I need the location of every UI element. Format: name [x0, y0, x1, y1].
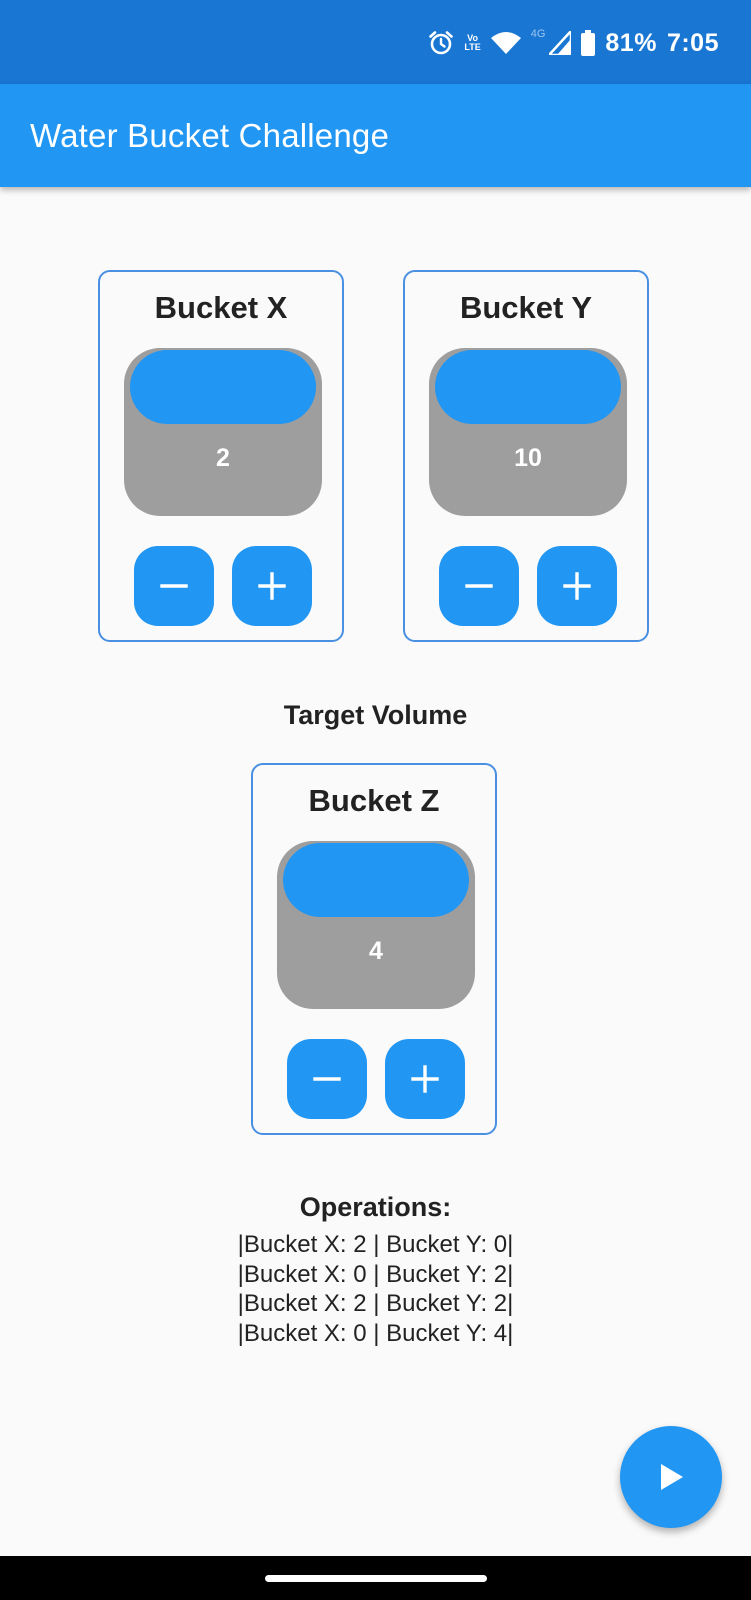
battery-icon [581, 30, 596, 56]
battery-percent: 81% [605, 28, 657, 57]
plus-icon [563, 572, 591, 600]
bucket-y-title: Bucket Y [459, 290, 593, 325]
operation-item: |Bucket X: 2 | Bucket Y: 0| [237, 1231, 514, 1258]
alarm-icon [429, 31, 454, 55]
bucket-x-water [130, 350, 316, 424]
network-type: 4G [530, 28, 546, 40]
bucket-x-decrease-button[interactable] [134, 546, 214, 626]
minus-icon [160, 584, 188, 588]
bucket-y-container: 10 [429, 348, 627, 516]
bucket-z-container: 4 [277, 841, 475, 1009]
bucket-x-value: 2 [216, 444, 230, 472]
app-title: Water Bucket Challenge [30, 117, 390, 154]
home-gesture-handle[interactable] [265, 1575, 487, 1582]
bucket-z-title: Bucket Z [308, 783, 440, 818]
minus-icon [465, 584, 493, 588]
bucket-x-increase-button[interactable] [232, 546, 312, 626]
operation-item: |Bucket X: 0 | Bucket Y: 2| [237, 1260, 514, 1288]
bucket-x-card: Bucket X 2 [98, 270, 344, 642]
bucket-z-decrease-button[interactable] [287, 1039, 367, 1119]
volte-icon: Vo LTE [464, 34, 480, 52]
target-volume-label: Target Volume [283, 700, 468, 730]
bucket-z-card: Bucket Z 4 [251, 763, 497, 1135]
volte-bottom-label: LTE [464, 42, 481, 52]
wifi-icon [490, 32, 521, 54]
bucket-z-increase-button[interactable] [385, 1039, 465, 1119]
clock: 7:05 [666, 28, 719, 57]
operation-item: |Bucket X: 2 | Bucket Y: 2| [237, 1290, 514, 1317]
status-bar: Vo LTE 4G 81% 7:05 [0, 0, 751, 84]
navigation-bar [0, 1556, 751, 1600]
bucket-z-water [283, 843, 469, 917]
volte-top-label: Vo [467, 33, 478, 43]
bucket-z-value: 4 [369, 937, 383, 965]
bucket-y-card: Bucket Y 10 [403, 270, 649, 642]
bucket-y-increase-button[interactable] [537, 546, 617, 626]
app-bar: Water Bucket Challenge [0, 84, 751, 187]
minus-icon [313, 1077, 341, 1081]
bucket-y-decrease-button[interactable] [439, 546, 519, 626]
bucket-y-value: 10 [514, 444, 542, 472]
plus-icon [258, 572, 286, 600]
operation-item: |Bucket X: 0 | Bucket Y: 4| [237, 1319, 514, 1347]
signal-icon [549, 31, 572, 55]
bucket-y-water [435, 350, 621, 424]
status-icons: Vo LTE 4G 81% 7:05 [428, 26, 719, 60]
bucket-x-title: Bucket X [154, 290, 288, 325]
operations-list: |Bucket X: 2 | Bucket Y: 0| |Bucket X: 0… [0, 1230, 751, 1348]
run-fab-button[interactable] [620, 1426, 722, 1528]
operations-title: Operations: [299, 1192, 452, 1222]
bucket-x-container: 2 [124, 348, 322, 516]
plus-icon [411, 1065, 439, 1093]
play-icon [661, 1464, 683, 1490]
